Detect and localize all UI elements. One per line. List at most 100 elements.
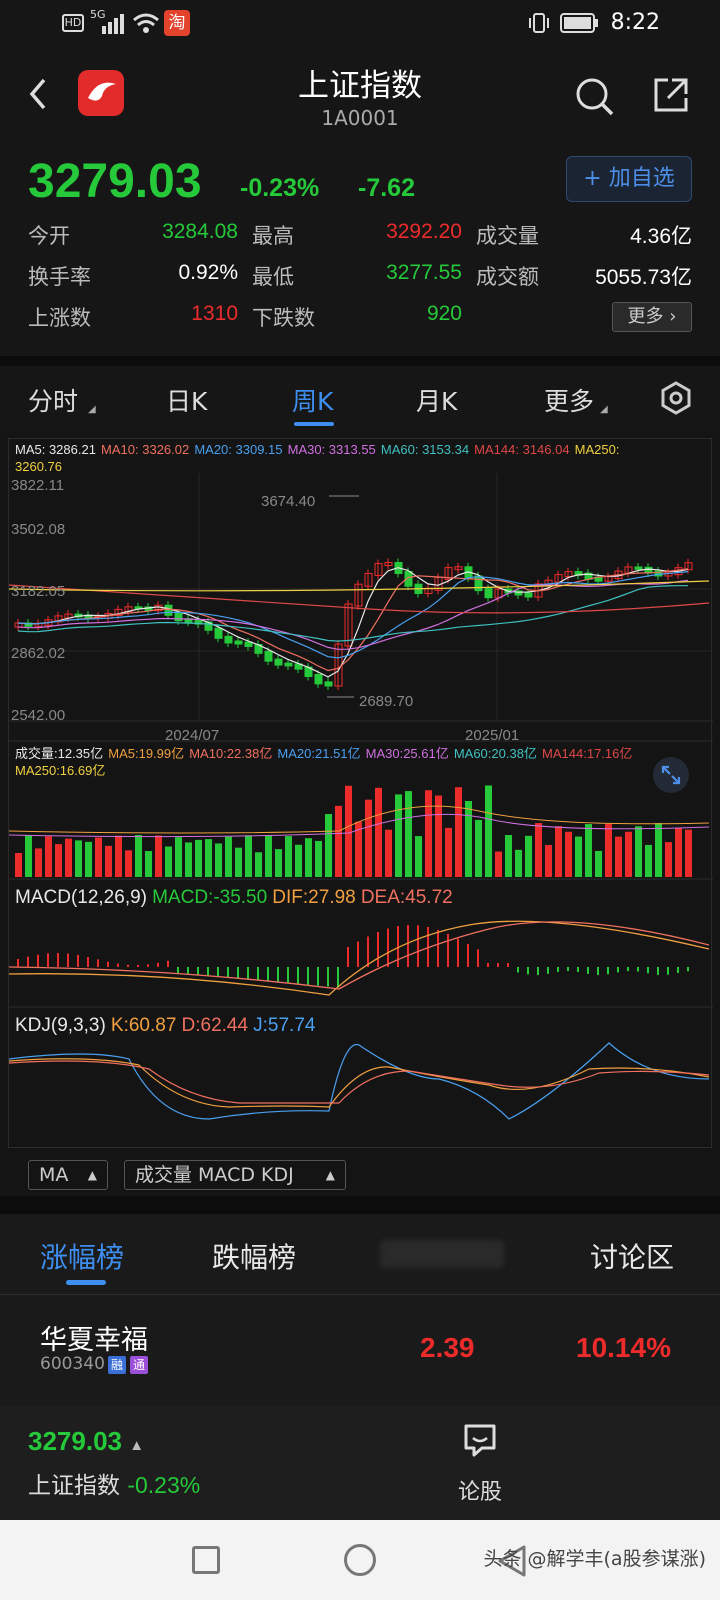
candle xyxy=(174,612,183,622)
candle xyxy=(564,571,573,578)
volume-bar xyxy=(175,837,182,877)
ma-legend-ma144: MA144: 3146.04 xyxy=(474,442,570,457)
volume-bar xyxy=(185,842,192,877)
hd-icon: HD xyxy=(62,14,84,32)
volume-bar xyxy=(125,850,132,877)
stock-code: 600340 xyxy=(40,1354,105,1374)
volume-bar xyxy=(675,827,682,877)
volume-ma-line xyxy=(9,813,710,838)
tab-daily-k[interactable]: 日K xyxy=(166,387,208,416)
ma-legend-ma250: MA250: xyxy=(574,442,620,457)
volume-bar xyxy=(585,824,592,877)
volume-bar xyxy=(85,841,92,877)
vol-legend-ma10: MA10:22.38亿 xyxy=(189,746,273,761)
chat-icon[interactable] xyxy=(460,1420,500,1460)
kdj-legend: KDJ(9,3,3) K:60.87 D:62.44 J:57.74 xyxy=(15,1015,315,1037)
macd-legend: MACD(12,26,9) MACD:-35.50 DIF:27.98 DEA:… xyxy=(15,887,453,909)
candle xyxy=(284,662,293,667)
tab-losers[interactable]: 跌幅榜 xyxy=(212,1241,297,1274)
volume-bar xyxy=(375,787,382,877)
volume-bar xyxy=(105,845,112,877)
volume-bar xyxy=(535,823,542,877)
stat-label: 最低 xyxy=(252,265,294,289)
kdj-legend-j: J:57.74 xyxy=(253,1015,316,1036)
volume-bar xyxy=(405,791,412,877)
signal-icon xyxy=(102,14,124,34)
ma-line xyxy=(17,568,689,672)
volume-bar xyxy=(245,835,252,877)
volume-bar xyxy=(495,851,502,877)
search-icon[interactable] xyxy=(574,76,616,118)
candle xyxy=(244,641,253,648)
macd-legend-dif: DIF:27.98 xyxy=(272,887,356,908)
bottom-index-name[interactable]: 上证指数 -0.23% xyxy=(28,1472,201,1499)
kline-chart[interactable] xyxy=(9,439,713,1149)
sub-indicator-select[interactable]: 成交量 MACD KDJ ▲ xyxy=(124,1160,346,1190)
kdj-j-line xyxy=(9,1042,710,1120)
volume-bar xyxy=(365,799,372,877)
volume-bar xyxy=(295,844,302,877)
stat-label: 成交量 xyxy=(476,224,539,248)
volume-bar xyxy=(485,785,492,877)
tab-monthly-k[interactable]: 月K xyxy=(416,387,458,416)
divider xyxy=(0,356,720,366)
fullscreen-button[interactable] xyxy=(653,757,689,793)
share-icon[interactable] xyxy=(650,74,692,116)
candle xyxy=(354,583,363,607)
volume-bar xyxy=(55,844,62,877)
stat-label: 换手率 xyxy=(28,265,91,289)
back-nav-icon[interactable] xyxy=(496,1544,528,1578)
volume-bar xyxy=(575,836,582,877)
add-watchlist-button[interactable]: + 加自选 xyxy=(566,156,692,202)
settings-icon[interactable] xyxy=(658,380,694,416)
kline-chart-panel[interactable]: MA5: 3286.21 MA10: 3326.02 MA20: 3309.15… xyxy=(8,438,713,1149)
bottom-bar: 3279.03 ▲ 上证指数 -0.23% 论股 xyxy=(0,1406,720,1520)
volume-bar xyxy=(445,827,452,877)
volume-bar xyxy=(385,829,392,877)
stat-value: 0.92% xyxy=(178,261,238,284)
ma-legend-ma5: MA5: 3286.21 xyxy=(15,442,96,457)
discuss-stock-button[interactable]: 论股 xyxy=(457,1480,502,1505)
volume-bar xyxy=(305,838,312,877)
margin-badge: 融 xyxy=(108,1356,126,1374)
stock-name[interactable]: 华夏幸福 xyxy=(40,1325,148,1356)
y-tick: 3182.05 xyxy=(11,583,66,600)
candle xyxy=(24,622,33,627)
wifi-icon xyxy=(133,13,159,33)
home-icon[interactable] xyxy=(344,1544,376,1576)
volume-bar xyxy=(685,829,692,877)
tab-discussion[interactable]: 讨论区 xyxy=(590,1241,675,1274)
system-nav-bar: 头条 @解学丰(a股参谋涨) xyxy=(0,1520,720,1600)
main-indicator-select[interactable]: MA ▲ xyxy=(28,1160,108,1190)
candle xyxy=(384,561,393,567)
tab-more[interactable]: 更多 xyxy=(544,387,595,416)
candle xyxy=(224,635,233,644)
volume-bar xyxy=(235,847,242,877)
candle xyxy=(344,603,353,647)
candle xyxy=(314,674,323,685)
volume-bar xyxy=(45,836,52,877)
tab-weekly-k[interactable]: 周K xyxy=(292,387,334,416)
volume-bar xyxy=(565,831,572,877)
y-tick: 2862.02 xyxy=(11,645,66,662)
candle xyxy=(374,563,383,576)
recent-apps-icon[interactable] xyxy=(192,1546,220,1574)
more-stats-button[interactable]: 更多 › xyxy=(612,302,692,332)
volume-bar xyxy=(325,814,332,877)
tab-gainers[interactable]: 涨幅榜 xyxy=(40,1241,125,1274)
volume-bar xyxy=(545,845,552,877)
candle xyxy=(474,575,483,592)
volume-bar xyxy=(505,835,512,877)
volume-bar xyxy=(475,819,482,877)
bottom-price[interactable]: 3279.03 ▲ xyxy=(28,1426,145,1456)
volume-bar xyxy=(455,787,462,877)
back-icon[interactable] xyxy=(26,76,50,112)
high-price-label: 3674.40 xyxy=(261,493,316,510)
stat-value: 4.36亿 xyxy=(630,225,692,248)
obscured-tab[interactable] xyxy=(380,1240,504,1268)
ma-line xyxy=(9,580,710,592)
volume-bar xyxy=(265,835,272,877)
volume-bar xyxy=(355,821,362,877)
connect-badge: 通 xyxy=(130,1356,148,1374)
tab-intraday[interactable]: 分时 xyxy=(28,387,79,416)
